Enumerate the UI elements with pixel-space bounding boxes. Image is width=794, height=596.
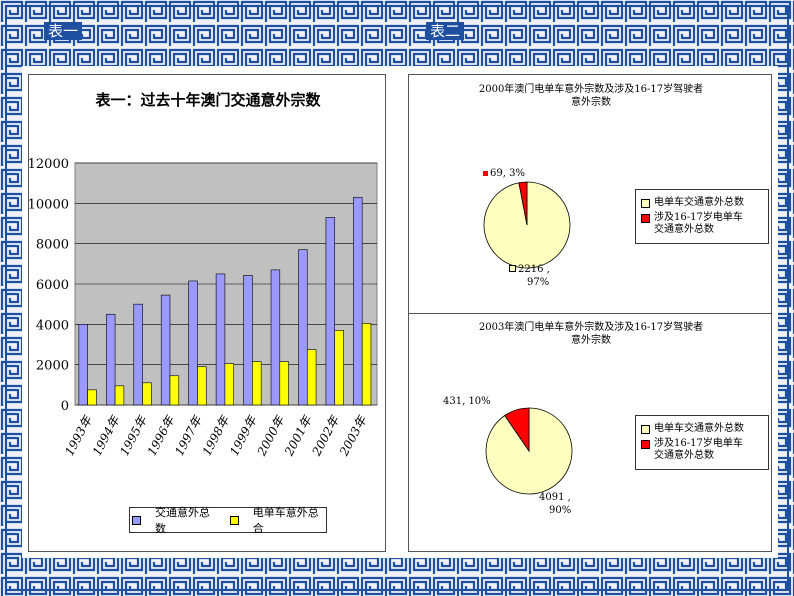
pie-slice-teen bbox=[504, 407, 530, 453]
pie1-legend-item-teen: 涉及16-17岁电单车 交通意外总数 bbox=[639, 212, 765, 236]
pie2-title-line1: 2003年澳门电单车意外宗数及涉及16-17岁驾驶者 bbox=[478, 322, 704, 333]
bar-total bbox=[78, 324, 88, 406]
pie1-legend-label-teen: 涉及16-17岁电单车 交通意外总数 bbox=[654, 212, 743, 235]
pie2-legend: 电单车交通意外总数 涉及16-17岁电单车 交通意外总数 bbox=[635, 415, 769, 470]
pie1-small-marker bbox=[483, 171, 488, 176]
bar-motorcycle bbox=[224, 363, 234, 406]
bar-total bbox=[325, 217, 336, 406]
bar-chart-panel: 表一：过去十年澳门交通意外宗数 0 2000 4000 6000 8000 10000 12… bbox=[28, 74, 386, 552]
pie1-large-label: 2216 , 97% bbox=[509, 263, 550, 289]
bar-chart: 0200040006000800010000120001993年1994年199… bbox=[29, 157, 378, 459]
pie2-title-line2: 意外宗数 bbox=[571, 335, 611, 346]
pie2-legend-item-total: 电单车交通意外总数 bbox=[639, 423, 765, 435]
pie-divider bbox=[409, 313, 771, 314]
pie2-small-label: 431, 10% bbox=[443, 396, 491, 407]
bar-chart-legend: 交通意外总数 电单车意外总合 bbox=[129, 506, 327, 535]
pie1-legend-swatch-teen bbox=[641, 214, 650, 223]
x-tick-label: 2003年 bbox=[336, 412, 370, 459]
bar-motorcycle bbox=[197, 366, 207, 406]
bar-total bbox=[188, 280, 198, 406]
pie1-legend-swatch-total bbox=[641, 199, 650, 208]
legend-label-total: 交通意外总数 bbox=[155, 506, 210, 535]
bar-motorcycle bbox=[252, 361, 262, 406]
bar-total bbox=[215, 273, 226, 406]
y-tick-label: 4000 bbox=[36, 318, 69, 333]
pie2-legend-swatch-teen bbox=[641, 440, 650, 449]
pie1-large-marker bbox=[509, 265, 516, 272]
bar-motorcycle bbox=[169, 375, 180, 406]
y-tick-label: 10000 bbox=[29, 197, 69, 212]
pie2-large-label: 4091 , 90% bbox=[539, 491, 571, 517]
y-tick-label: 0 bbox=[61, 399, 69, 414]
bar-motorcycle bbox=[279, 361, 289, 406]
pie1-large-pct: 97% bbox=[527, 277, 550, 288]
pie1-legend: 电单车交通意外总数 涉及16-17岁电单车 交通意外总数 bbox=[635, 189, 769, 244]
pie1-small-value: 69, 3% bbox=[490, 168, 525, 179]
y-tick-label: 12000 bbox=[29, 157, 69, 172]
y-tick-label: 8000 bbox=[36, 238, 69, 253]
pie1-title-line1: 2000年澳门电单车意外宗数及涉及16-17岁驾驶者 bbox=[478, 84, 704, 95]
header-right: 表二 bbox=[426, 22, 465, 40]
pie1-legend-item-total: 电单车交通意外总数 bbox=[639, 197, 765, 209]
bar-total bbox=[270, 269, 281, 406]
pie1-small-label: 69, 3% bbox=[483, 167, 525, 180]
bar-total bbox=[353, 196, 363, 406]
pie1-large-value: 2216 , bbox=[518, 264, 550, 275]
y-tick-label: 2000 bbox=[36, 359, 69, 374]
bar-motorcycle bbox=[334, 330, 344, 406]
pie2-legend-item-teen: 涉及16-17岁电单车 交通意外总数 bbox=[639, 438, 765, 462]
bar-motorcycle bbox=[114, 385, 125, 406]
y-tick-label: 6000 bbox=[36, 278, 69, 293]
bar-motorcycle bbox=[87, 389, 97, 406]
legend-swatch-motorcycle bbox=[229, 515, 239, 525]
pie-chart-2003 bbox=[485, 407, 573, 495]
pie1-legend-label-total: 电单车交通意外总数 bbox=[654, 197, 744, 208]
bar-total bbox=[105, 313, 116, 406]
pie2-large-pct: 90% bbox=[549, 505, 572, 516]
bar-motorcycle bbox=[306, 349, 317, 406]
pie2-legend-label-teen: 涉及16-17岁电单车 交通意外总数 bbox=[654, 438, 743, 461]
pie2-title: 2003年澳门电单车意外宗数及涉及16-17岁驾驶者 意外宗数 bbox=[409, 321, 773, 347]
header-left: 表一 bbox=[44, 22, 83, 40]
bar-motorcycle bbox=[142, 382, 152, 406]
pie2-legend-label-total: 电单车交通意外总数 bbox=[654, 423, 744, 434]
bar-total bbox=[133, 303, 143, 406]
pie2-large-value: 4091 , bbox=[539, 492, 571, 503]
pie2-legend-swatch-total bbox=[641, 425, 650, 434]
pie-charts-panel: 2000年澳门电单车意外宗数及涉及16-17岁驾驶者 意外宗数 69, 3% 2… bbox=[408, 74, 772, 552]
pie1-title: 2000年澳门电单车意外宗数及涉及16-17岁驾驶者 意外宗数 bbox=[409, 83, 773, 109]
bar-total bbox=[160, 294, 171, 406]
bar-total bbox=[243, 275, 253, 406]
bar-chart-title: 表一：过去十年澳门交通意外宗数 bbox=[95, 91, 321, 109]
bar-total bbox=[298, 249, 308, 406]
bar-motorcycle bbox=[361, 323, 372, 406]
pie-slice-teen bbox=[518, 181, 528, 226]
legend-swatch-total bbox=[132, 515, 141, 525]
legend-label-motorcycle: 电单车意外总合 bbox=[252, 506, 319, 535]
pie1-title-line2: 意外宗数 bbox=[571, 97, 611, 108]
pie-chart-2000 bbox=[483, 181, 571, 269]
